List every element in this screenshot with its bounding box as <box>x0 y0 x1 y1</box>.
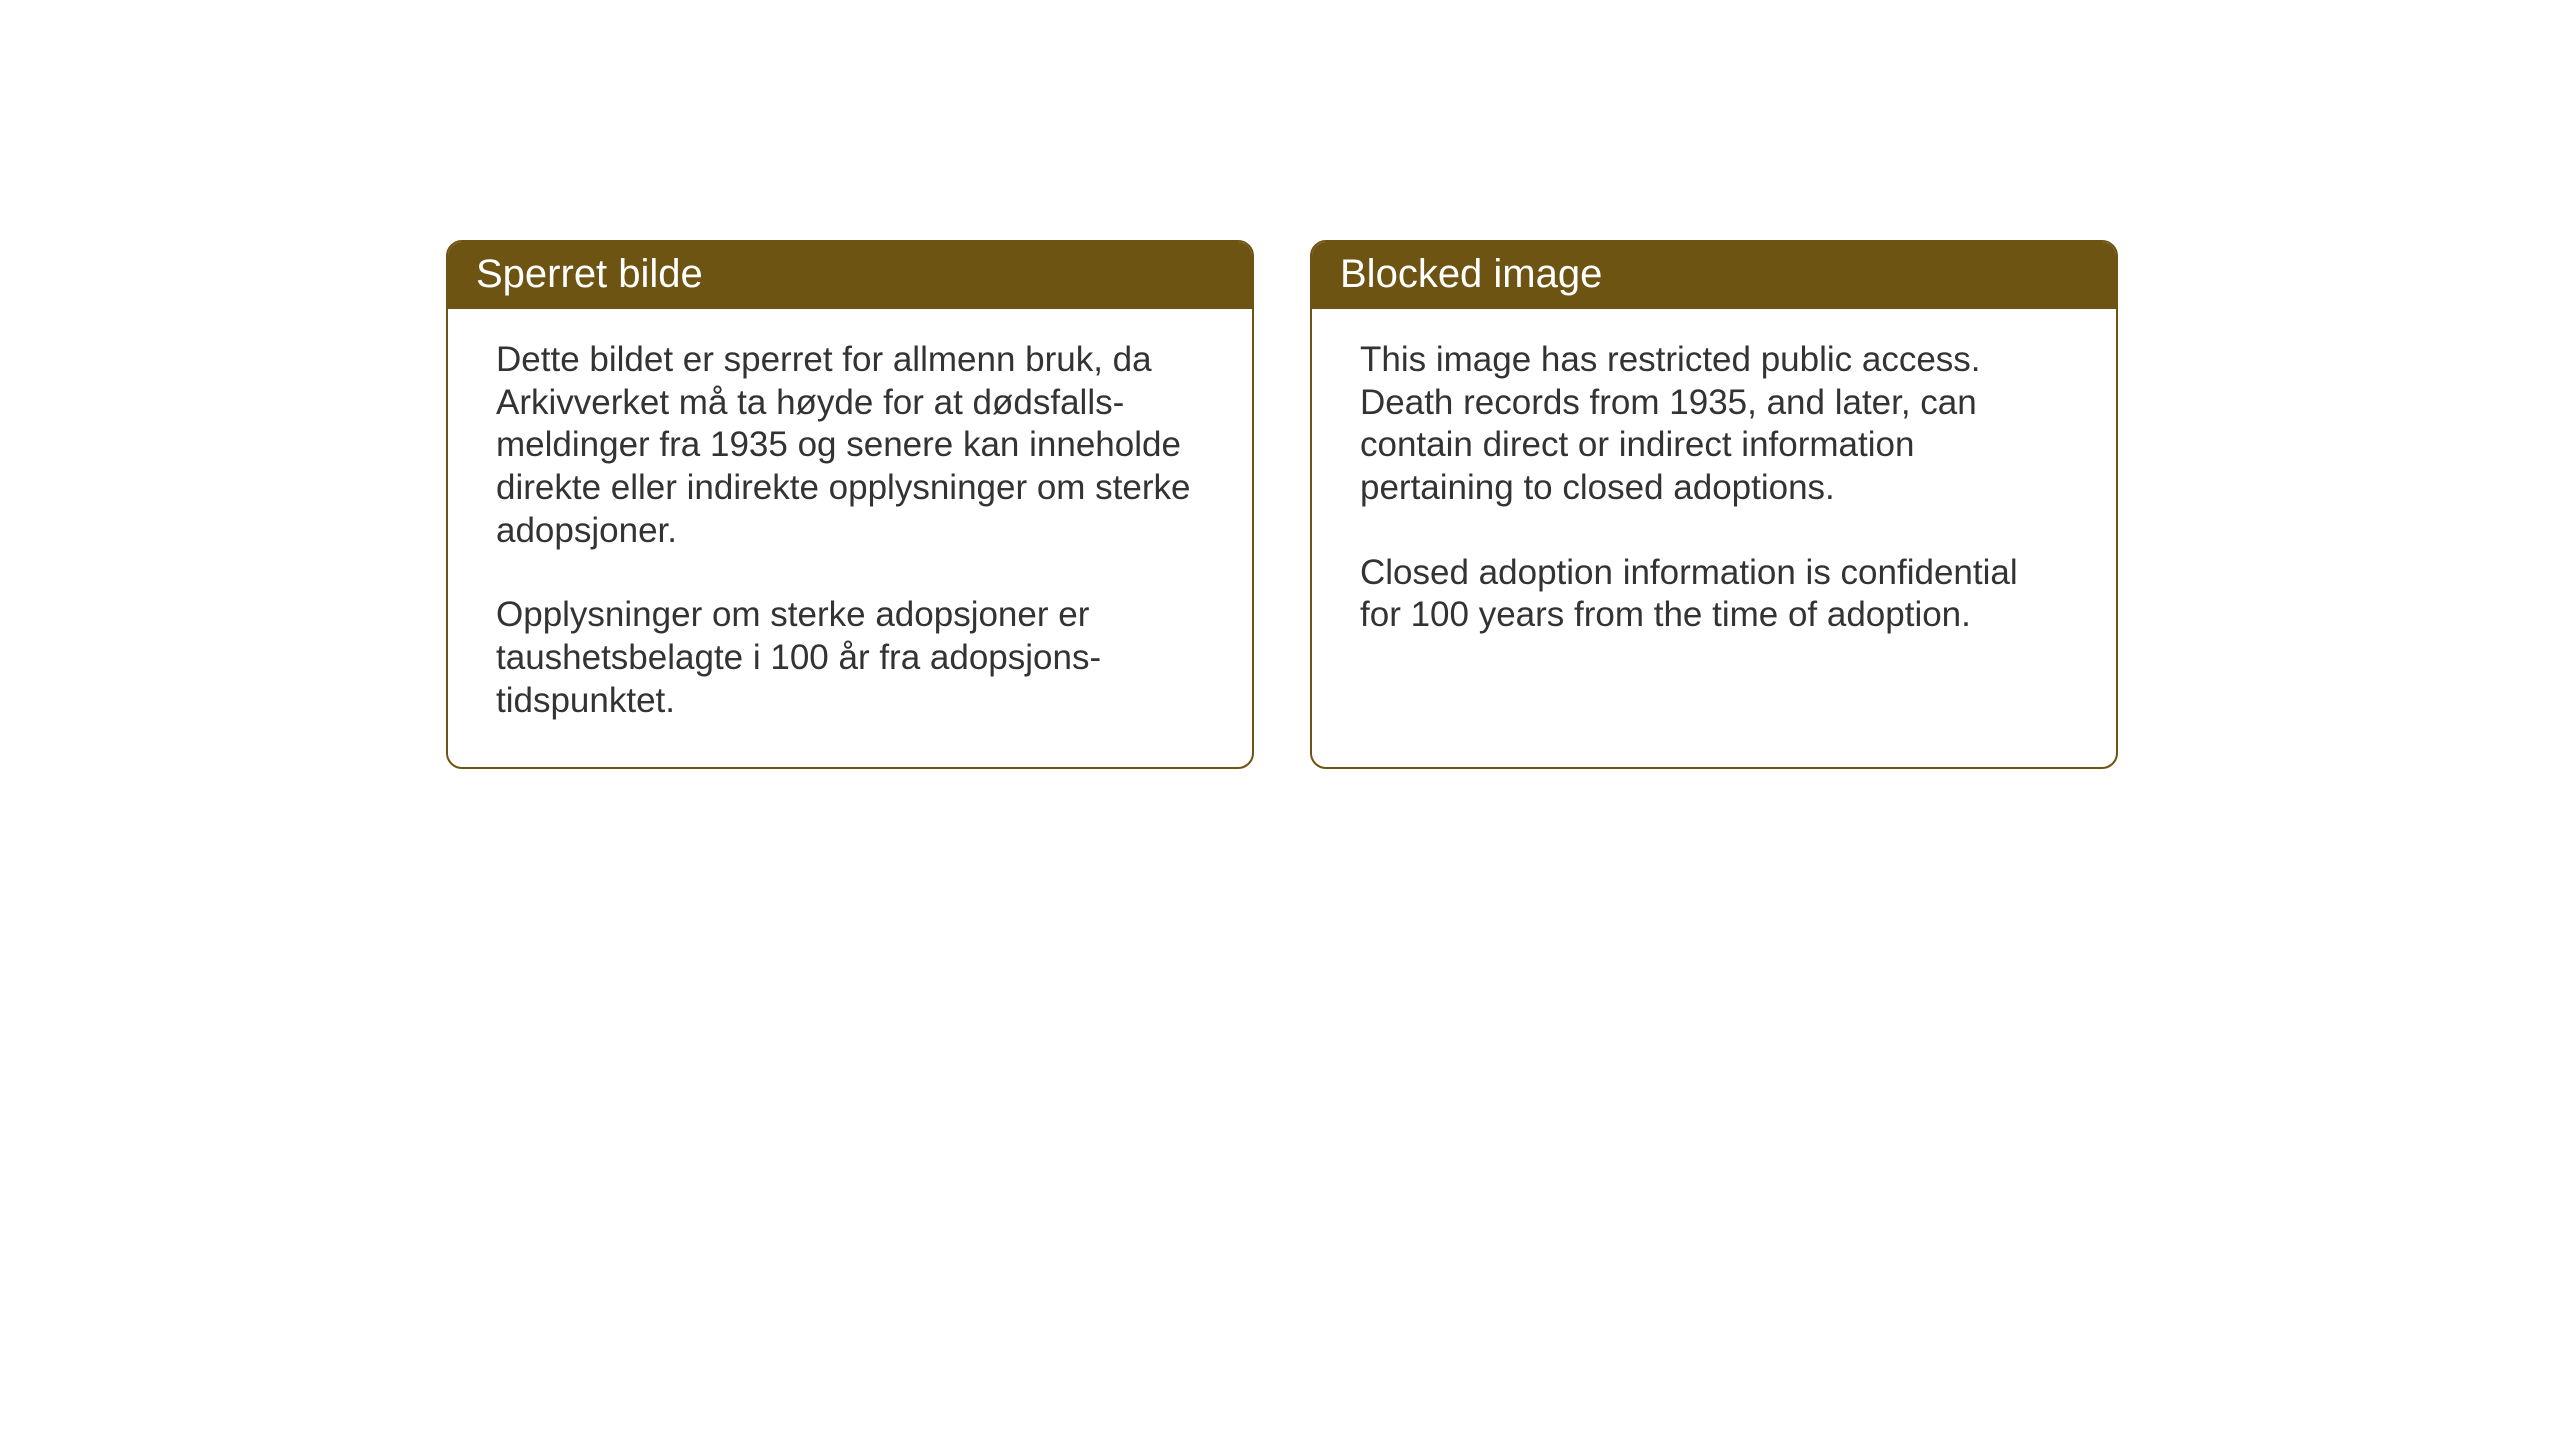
english-paragraph-1: This image has restricted public access.… <box>1360 339 2068 510</box>
norwegian-card-title: Sperret bilde <box>448 242 1252 309</box>
norwegian-paragraph-2: Opplysninger om sterke adopsjoner er tau… <box>496 594 1204 722</box>
english-notice-card: Blocked image This image has restricted … <box>1310 240 2118 769</box>
norwegian-card-body: Dette bildet er sperret for allmenn bruk… <box>448 309 1252 767</box>
notice-container: Sperret bilde Dette bildet er sperret fo… <box>446 240 2118 769</box>
norwegian-paragraph-1: Dette bildet er sperret for allmenn bruk… <box>496 339 1204 552</box>
english-card-title: Blocked image <box>1312 242 2116 309</box>
english-paragraph-2: Closed adoption information is confident… <box>1360 552 2068 637</box>
english-card-body: This image has restricted public access.… <box>1312 309 2116 681</box>
norwegian-notice-card: Sperret bilde Dette bildet er sperret fo… <box>446 240 1254 769</box>
